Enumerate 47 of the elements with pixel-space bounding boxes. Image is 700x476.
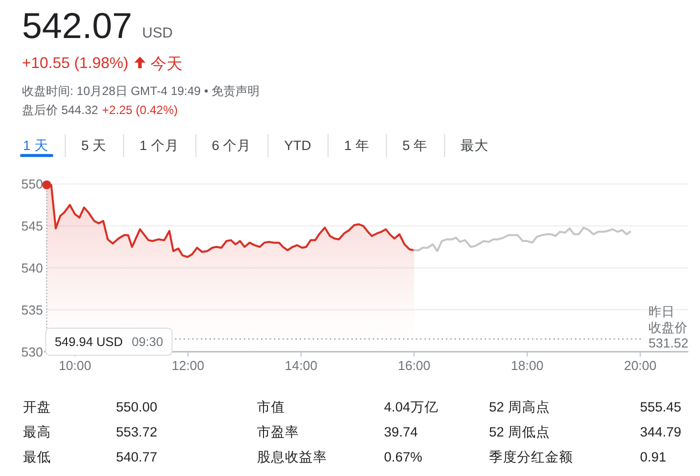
text: 555.45 — [640, 400, 682, 414]
text: +2.25 (0.42%) — [102, 103, 178, 117]
x-tick-label: 12:00 — [172, 358, 204, 373]
text: 52 周低点 — [489, 424, 550, 440]
text: 0.67% — [384, 450, 422, 464]
text: 最大 — [460, 138, 489, 153]
text: 344.79 — [640, 424, 682, 440]
text: 39.74 — [384, 424, 418, 440]
x-tick-label: 18:00 — [510, 358, 544, 373]
text: 553.72 — [116, 424, 158, 440]
text: 季度分红金额 — [489, 450, 573, 464]
y-tick-label: 540 — [21, 260, 43, 276]
x-tick-label: 10:00 — [58, 358, 92, 373]
text: 540.77 — [116, 450, 158, 464]
text: 收盘时间: 10月28日 GMT-4 19:49 • 免责声明 — [22, 84, 260, 98]
ref-line-label: 昨日收盘价 531.52 — [648, 304, 688, 350]
annotation: 09:30 — [132, 335, 164, 350]
text: 盘后价 544.32 — [22, 103, 98, 117]
text: 550.00 — [116, 400, 158, 414]
annotation: 549.94 USD — [54, 335, 123, 350]
text: 1 天 — [23, 138, 48, 153]
y-tick-label: 545 — [21, 218, 43, 234]
text: 1 个月 — [140, 138, 179, 153]
text: 0.91 — [640, 450, 666, 464]
text: YTD — [284, 138, 312, 153]
text: 52 周高点 — [489, 400, 550, 414]
text: USD — [142, 26, 173, 42]
text: 开盘 — [23, 400, 51, 414]
text: 1 年 — [344, 138, 370, 153]
text: 4.04万亿 — [384, 400, 438, 414]
text: 股息收益率 — [257, 450, 327, 464]
text: 542.07 — [22, 5, 132, 46]
text: 最高 — [23, 424, 51, 440]
x-tick-label: 20:00 — [624, 358, 657, 373]
x-tick-label: 14:00 — [284, 358, 318, 373]
text: 市盈率 — [257, 424, 299, 440]
text: 5 天 — [81, 138, 107, 153]
text: 最低 — [23, 450, 51, 464]
text: 今天 — [150, 56, 182, 73]
text: 6 个月 — [212, 138, 252, 153]
y-tick-label: 535 — [21, 302, 43, 318]
text: 5 年 — [402, 138, 428, 153]
x-tick-label: 16:00 — [398, 358, 430, 373]
y-tick-label: 530 — [21, 344, 43, 360]
y-tick-label: 550 — [21, 176, 43, 192]
text: 市值 — [257, 400, 285, 414]
text: +10.55 (1.98%) — [22, 55, 128, 72]
